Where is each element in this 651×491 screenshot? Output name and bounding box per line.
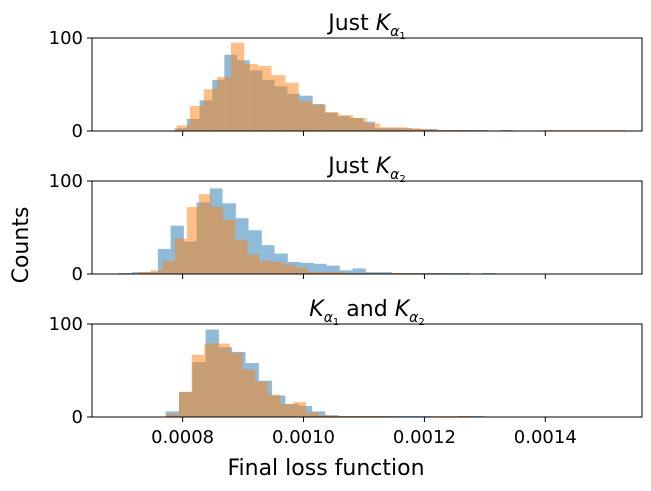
subplot-title: Just Kα1​ bbox=[326, 11, 406, 42]
histogram-bar bbox=[179, 391, 192, 417]
histogram-bar bbox=[186, 207, 199, 274]
histogram-bar bbox=[223, 220, 236, 274]
histogram-bar bbox=[339, 115, 354, 131]
histogram-bar bbox=[313, 263, 327, 274]
histogram-bar bbox=[326, 265, 340, 274]
histogram-bar bbox=[407, 128, 421, 131]
histogram-bar bbox=[217, 77, 232, 131]
subplots: 0 100 Just Kα1​ 0 100 Just Kα2​ 0 100 0.0008 0.00… bbox=[49, 11, 643, 448]
histogram-bar bbox=[267, 394, 281, 417]
axes-frame bbox=[91, 323, 643, 418]
title-text: Just bbox=[326, 154, 376, 179]
y-axis-label: Counts bbox=[9, 207, 34, 284]
histogram-bar bbox=[204, 343, 218, 417]
title-subscript: α bbox=[324, 310, 334, 326]
histogram-bar bbox=[339, 270, 353, 274]
histogram-bar bbox=[217, 343, 230, 417]
title-subscript: α bbox=[409, 310, 419, 326]
histogram-bar bbox=[203, 89, 218, 131]
histogram-bar bbox=[138, 272, 151, 274]
subplot-1: 0 100 Just Kα1​ bbox=[49, 11, 643, 142]
title-subsubscript: 2 bbox=[418, 317, 424, 328]
histogram-bar bbox=[229, 352, 243, 417]
histogram-bar bbox=[191, 354, 205, 417]
histogram-bar bbox=[393, 127, 408, 131]
x-tick-label: 0.0008 bbox=[151, 427, 214, 448]
title-symbol: K bbox=[376, 154, 392, 179]
histogram-bar bbox=[420, 129, 435, 131]
histogram-bar bbox=[271, 261, 284, 274]
histogram-bar bbox=[283, 264, 296, 274]
histogram-bar bbox=[295, 267, 308, 274]
histogram-bar bbox=[312, 104, 326, 131]
x-tick-label: 0.0014 bbox=[514, 427, 577, 448]
title-symbol: K bbox=[395, 297, 411, 322]
histogram-bar bbox=[258, 65, 272, 131]
histogram-bar bbox=[131, 272, 145, 274]
title-subscript: α bbox=[390, 24, 400, 40]
x-tick-label: 0.0012 bbox=[393, 427, 456, 448]
histogram-bar bbox=[353, 117, 367, 131]
y-tick-label: 100 bbox=[49, 314, 83, 335]
title-subsubscript: 1 bbox=[333, 317, 339, 328]
histogram-bar bbox=[259, 260, 272, 274]
histogram-bar bbox=[271, 75, 286, 131]
x-tick-label: 0.0010 bbox=[272, 427, 335, 448]
histogram-bar bbox=[150, 270, 163, 274]
x-axis-label: Final loss function bbox=[227, 456, 424, 481]
subplot-title: Just Kα2​ bbox=[326, 154, 406, 185]
histogram-bar bbox=[174, 238, 187, 274]
histogram-bar bbox=[211, 207, 224, 274]
histogram-bar bbox=[166, 414, 180, 417]
histogram-bar bbox=[198, 194, 212, 274]
histogram-bar bbox=[189, 105, 204, 131]
title-symbol: K bbox=[376, 11, 392, 36]
y-tick-label: 0 bbox=[72, 121, 83, 142]
title-symbol: K bbox=[309, 297, 325, 322]
histogram-bar bbox=[380, 127, 394, 131]
title-text: Just bbox=[326, 11, 376, 36]
histogram-bar bbox=[235, 239, 248, 274]
title-subscript: α bbox=[390, 167, 400, 183]
histogram-bar bbox=[280, 403, 294, 417]
histogram-series-orange bbox=[166, 343, 471, 417]
y-tick-label: 0 bbox=[72, 407, 83, 428]
title-subsubscript: 2 bbox=[399, 174, 405, 185]
histogram-bar bbox=[307, 272, 320, 274]
histogram-series-orange bbox=[176, 42, 626, 131]
histogram-bar bbox=[247, 254, 260, 274]
histogram-bar bbox=[162, 260, 175, 274]
histogram-bar bbox=[255, 381, 268, 417]
histogram-bar bbox=[244, 64, 259, 131]
subplot-3: 0 100 0.0008 0.0010 0.0012 0.0014 Kα1​ and Kα2… bbox=[49, 297, 643, 448]
histogram-bar bbox=[325, 112, 340, 131]
histogram-bar bbox=[319, 272, 332, 274]
histogram-bar bbox=[293, 402, 306, 417]
y-tick-label: 0 bbox=[72, 264, 83, 285]
histogram-bar bbox=[352, 268, 366, 274]
histogram-bar bbox=[242, 369, 256, 417]
y-tick-label: 100 bbox=[49, 171, 83, 192]
histogram-bar bbox=[285, 82, 299, 131]
axes-frame bbox=[91, 180, 643, 275]
histogram-bar bbox=[366, 123, 381, 131]
axes-frame bbox=[91, 37, 643, 132]
histogram-bar bbox=[331, 272, 345, 274]
title-subsubscript: 1 bbox=[399, 31, 405, 42]
histogram-series-orange bbox=[138, 194, 441, 274]
subplot-2: 0 100 Just Kα2​ bbox=[49, 154, 643, 285]
title-text: and bbox=[339, 297, 394, 322]
subplot-title: Kα1​ and Kα2​ bbox=[309, 297, 424, 328]
histogram-bar bbox=[298, 101, 313, 131]
histogram-bar bbox=[176, 125, 190, 131]
histogram-bar bbox=[231, 42, 245, 131]
histogram-bar bbox=[318, 415, 332, 417]
histogram-bar bbox=[305, 412, 319, 417]
y-tick-label: 100 bbox=[49, 28, 83, 49]
